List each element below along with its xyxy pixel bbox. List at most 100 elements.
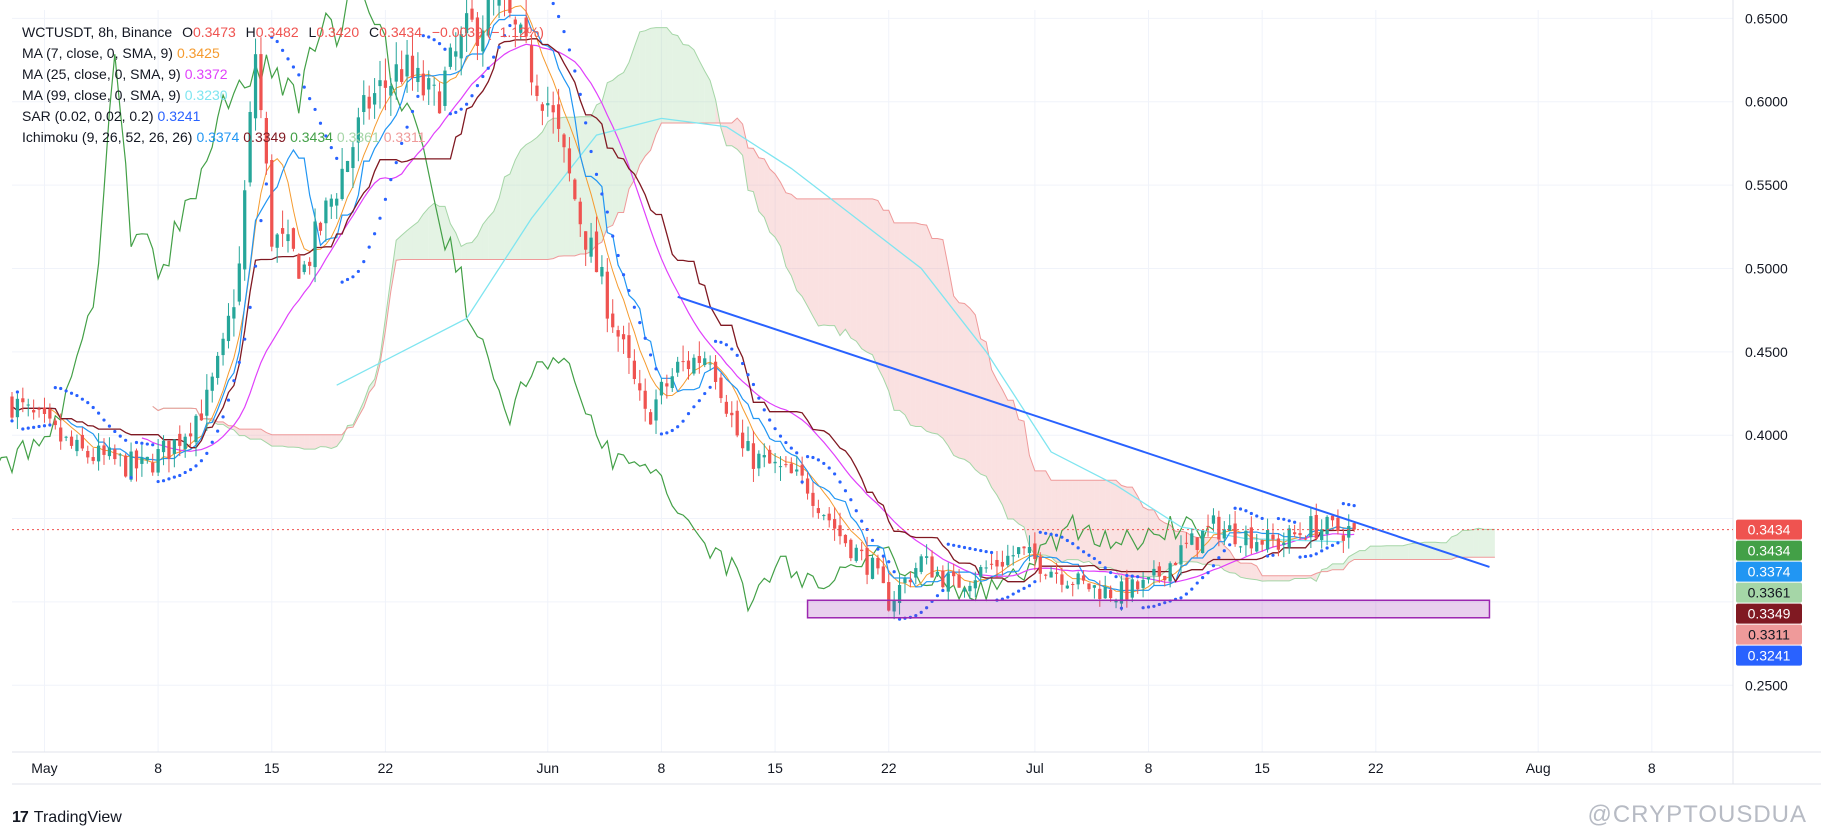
price-label: 0.3241 — [1748, 648, 1791, 664]
candle-body — [1146, 577, 1151, 580]
sar-dot — [124, 438, 128, 442]
candle-body — [1087, 583, 1091, 590]
legend-indicator-row[interactable]: SAR (0.02, 0.02, 0.2) 0.3241 — [22, 106, 544, 127]
cloud-segment — [515, 149, 521, 260]
cloud-segment — [1451, 534, 1457, 560]
cloud-segment — [1045, 470, 1052, 558]
close-value: 0.3434 — [379, 24, 422, 40]
sar-dot — [297, 73, 301, 77]
candle-body — [1022, 546, 1026, 549]
cloud-segment — [1251, 563, 1257, 580]
sar-dot — [708, 385, 712, 389]
candle-body — [995, 559, 999, 567]
sar-dot — [1320, 549, 1324, 553]
tradingview-logo[interactable]: 17 TradingView — [12, 809, 122, 827]
candle-body — [356, 117, 360, 143]
cloud-segment — [693, 49, 700, 123]
candle-body — [1152, 568, 1156, 576]
candle-body — [897, 584, 902, 604]
candle-body — [302, 264, 306, 273]
sar-dot — [881, 554, 885, 558]
candle-body — [210, 376, 214, 391]
candle-body — [156, 449, 160, 473]
sar-dot — [670, 428, 674, 433]
candle-body — [199, 413, 204, 421]
sar-dot — [778, 434, 783, 438]
sar-dot — [827, 466, 831, 470]
sar-dot — [492, 55, 496, 59]
sar-dot — [1092, 556, 1096, 561]
candle-body — [843, 534, 848, 544]
cloud-segment — [1072, 480, 1079, 560]
sar-dot — [1255, 514, 1259, 518]
sar-dot — [410, 109, 415, 114]
legend-indicator-row[interactable]: MA (25, close, 0, SMA, 9) 0.3372 — [22, 64, 544, 85]
sar-dot — [925, 606, 929, 610]
cloud-segment — [1013, 400, 1019, 524]
cloud-segment — [493, 198, 500, 260]
sar-dot — [1071, 542, 1075, 546]
cloud-segment — [1153, 509, 1160, 577]
candle-body — [1006, 555, 1010, 566]
sar-dot — [205, 451, 209, 455]
candle-body — [226, 315, 231, 342]
sar-dot — [946, 542, 950, 546]
candle-body — [962, 588, 967, 592]
candle-body — [919, 556, 923, 572]
candle-body — [708, 363, 712, 365]
candle-body — [64, 436, 68, 438]
sar-dot — [768, 418, 772, 422]
candle-body — [280, 228, 285, 234]
sar-dot — [654, 367, 658, 371]
cloud-segment — [363, 386, 370, 408]
sar-dot — [713, 339, 718, 343]
sar-dot — [1119, 606, 1124, 610]
sar-dot — [113, 429, 117, 434]
candle-body — [80, 434, 84, 449]
cloud-segment — [645, 28, 651, 157]
candle-body — [697, 355, 701, 363]
sar-dot — [1238, 507, 1243, 511]
sar-dot — [681, 419, 685, 423]
sar-dot — [1233, 506, 1237, 510]
sar-dot — [984, 549, 988, 554]
candle-body — [719, 377, 723, 399]
sar-dot — [243, 337, 247, 341]
cloud-segment — [661, 27, 667, 123]
candle-body — [1000, 561, 1005, 567]
candle-body — [1282, 542, 1286, 546]
cloud-segment — [547, 118, 554, 260]
legend-indicator-row[interactable]: Ichimoku (9, 26, 52, 26, 26) 0.3374 0.3349… — [22, 127, 544, 148]
candle-body — [551, 105, 555, 113]
descending-trendline[interactable] — [677, 295, 1490, 568]
sar-dot — [665, 431, 669, 435]
support-zone-rectangle[interactable] — [806, 599, 1491, 619]
candle-body — [286, 234, 290, 242]
cloud-segment — [683, 44, 689, 123]
legend-indicator-row[interactable]: MA (99, close, 0, SMA, 9) 0.3230 — [22, 85, 544, 106]
price-label: 0.3434 — [1748, 543, 1791, 559]
cloud-segment — [1040, 470, 1046, 556]
candle-body — [1276, 538, 1281, 550]
sar-dot — [318, 121, 323, 125]
candle-body — [1071, 583, 1075, 585]
legend-indicator-row[interactable]: MA (7, close, 0, SMA, 9) 0.3425 — [22, 43, 544, 64]
sar-dot — [1314, 552, 1318, 556]
sar-dot — [962, 545, 967, 550]
candle-body — [1271, 534, 1275, 540]
candle-body — [383, 80, 388, 88]
candle-body — [876, 557, 880, 569]
candle-body — [253, 54, 258, 119]
sar-dot — [91, 405, 95, 410]
sar-dot — [1060, 535, 1064, 539]
sar-dot — [1157, 602, 1161, 607]
candle-body — [546, 103, 550, 106]
sar-dot — [1309, 554, 1313, 558]
price-label: 0.3374 — [1748, 564, 1791, 580]
candle-body — [232, 307, 236, 319]
cloud-segment — [883, 210, 889, 392]
drawings[interactable] — [677, 295, 1491, 619]
cloud-segment — [1364, 546, 1371, 560]
candle-body — [735, 410, 739, 436]
